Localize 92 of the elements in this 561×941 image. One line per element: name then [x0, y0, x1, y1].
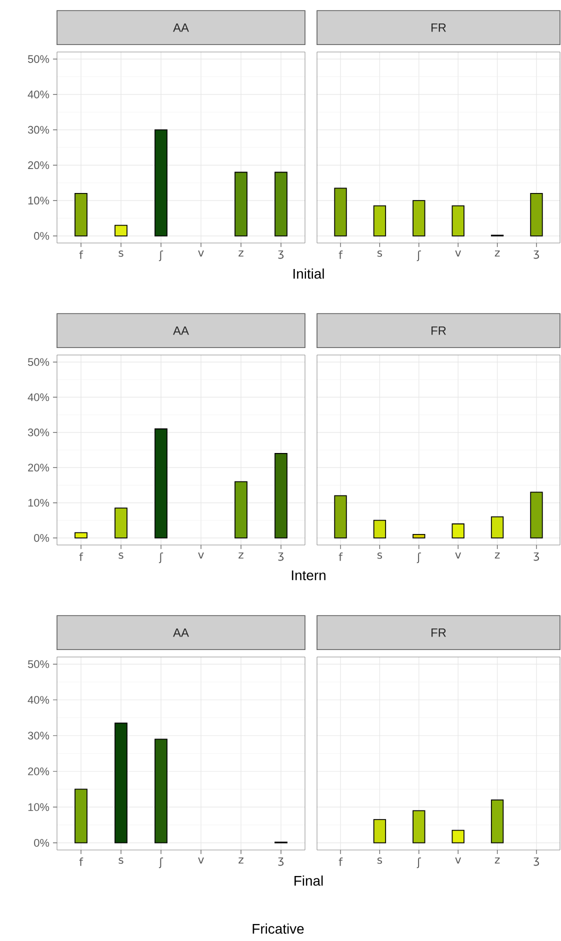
y-tick-label: 20% — [28, 161, 50, 170]
bar — [334, 495, 347, 538]
x-tick-label: f — [338, 250, 343, 259]
text: Fricative — [252, 924, 304, 934]
chart-title: FR — [432, 628, 446, 637]
x-tick-label: ʃ — [158, 552, 164, 564]
x-tick-label: f — [79, 250, 84, 259]
x-tick-label: s — [377, 858, 382, 864]
bar — [452, 205, 464, 236]
y-tick-label: 50% — [28, 660, 50, 668]
bar — [334, 188, 347, 236]
x-tick-label: v — [455, 250, 462, 256]
bar — [530, 492, 543, 538]
y-tick-label: 40% — [28, 393, 50, 402]
x-tick-label: z — [238, 250, 244, 256]
y-tick-label: 20% — [28, 767, 50, 776]
y-tick-label: 50% — [28, 55, 50, 63]
x-tick-label: ʒ — [534, 250, 540, 259]
y-tick-label: 40% — [28, 90, 50, 98]
bar — [530, 193, 543, 236]
y-tick-label: 40% — [28, 696, 50, 704]
x-tick-label: ʒ — [534, 858, 540, 866]
bar — [114, 722, 128, 844]
x-tick-label: v — [455, 552, 462, 558]
chart-title: AA — [173, 326, 189, 335]
y-tick-label: 0% — [34, 232, 50, 240]
bar — [114, 508, 128, 538]
chart-title: FR — [432, 326, 446, 335]
x-tick-label: s — [377, 250, 382, 257]
x-tick-label: v — [198, 250, 204, 256]
bar — [154, 738, 168, 844]
y-tick-label: 0% — [34, 838, 50, 847]
x-tick-label: f — [79, 552, 84, 561]
x-tick-label: f — [338, 858, 343, 866]
x-tick-label: ʃ — [416, 250, 421, 262]
bar — [114, 224, 128, 236]
bar — [373, 205, 386, 236]
x-tick-label: ʃ — [416, 552, 421, 564]
bar — [490, 800, 504, 844]
chart-title: AA — [173, 628, 189, 637]
x-tick-label: f — [338, 552, 343, 561]
bar — [412, 810, 426, 844]
x-tick-label: s — [118, 858, 124, 864]
x-tick-label: s — [377, 552, 382, 559]
x-tick-label: ʃ — [416, 858, 421, 868]
chart-title: AA — [173, 24, 189, 32]
x-tick-label: f — [79, 858, 84, 866]
y-tick-label: 50% — [28, 358, 50, 366]
y-tick-label: 30% — [28, 428, 50, 436]
y-tick-label: 10% — [28, 498, 50, 507]
x-tick-label: z — [494, 858, 500, 864]
y-tick-label: 30% — [28, 126, 50, 134]
x-tick-label: ʒ — [278, 858, 284, 866]
y-tick-label: 10% — [28, 803, 50, 811]
y-tick-label: 0% — [34, 534, 50, 542]
bar — [412, 200, 426, 236]
bar — [74, 788, 88, 844]
bar — [274, 453, 288, 538]
bar — [154, 428, 168, 538]
y-tick-label: 20% — [28, 464, 50, 472]
bar — [154, 129, 168, 236]
bar — [74, 193, 88, 236]
bar — [373, 819, 386, 844]
bar — [452, 830, 464, 844]
bar — [74, 532, 88, 538]
x-tick-label: ʒ — [278, 250, 284, 259]
x-axis-title: Final — [294, 876, 323, 886]
x-axis-title: Initial — [293, 268, 324, 279]
x-tick-label: z — [238, 552, 244, 559]
x-tick-label: v — [198, 552, 204, 559]
x-tick-label: ʃ — [158, 858, 164, 868]
bar — [373, 520, 386, 538]
x-tick-label: ʒ — [534, 552, 540, 561]
y-tick-label: 30% — [28, 732, 50, 740]
x-tick-label: v — [455, 858, 462, 864]
x-tick-label: z — [494, 250, 500, 256]
x-tick-label: ʃ — [158, 250, 164, 262]
chart-title: FR — [432, 24, 446, 32]
bar — [234, 172, 248, 236]
bar — [234, 481, 248, 538]
x-tick-label: v — [198, 858, 204, 864]
x-tick-label: z — [494, 552, 500, 558]
y-tick-label: 10% — [28, 196, 50, 204]
bar — [452, 523, 464, 538]
bar — [490, 516, 504, 538]
x-axis-title: Intern — [292, 570, 326, 580]
x-tick-label: ʒ — [278, 552, 284, 561]
x-tick-label: z — [238, 858, 244, 864]
bar — [412, 534, 426, 538]
bar — [274, 172, 288, 236]
x-tick-label: s — [118, 552, 124, 559]
x-tick-label: s — [118, 250, 124, 257]
